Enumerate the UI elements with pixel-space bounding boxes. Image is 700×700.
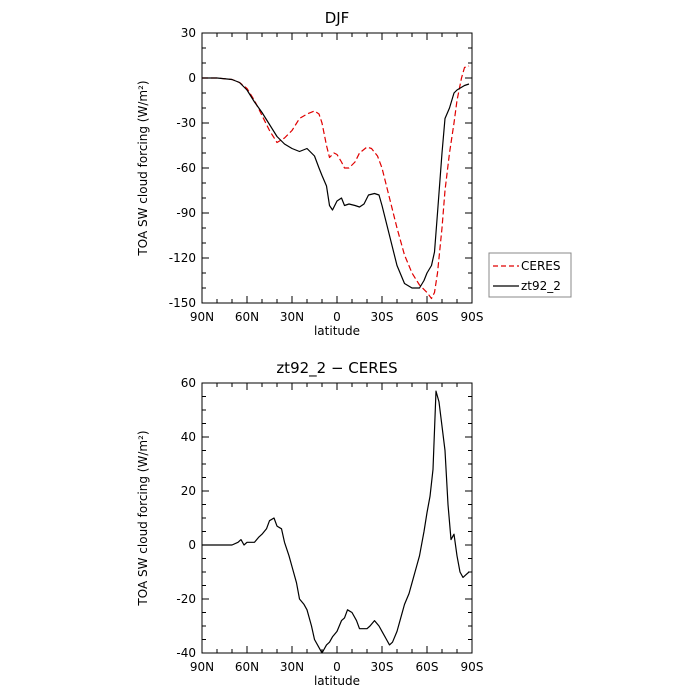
y-tick-label: -90 xyxy=(176,206,196,220)
x-axis-label: latitude xyxy=(314,674,360,688)
chart-title: DJF xyxy=(325,9,350,27)
x-tick-label: 60S xyxy=(416,310,439,324)
legend: CERES zt92_2 xyxy=(488,252,572,298)
plot-frame xyxy=(201,32,473,304)
y-tick-label: -120 xyxy=(169,251,196,265)
y-tick-label: 0 xyxy=(188,538,196,552)
y-tick-label: 0 xyxy=(188,71,196,85)
x-axis-label: latitude xyxy=(314,324,360,338)
chart-1: DJF 90N 60N 30N 0 30S 60S 90S 30 0 -30 -60 -90 -120 -1… xyxy=(136,9,572,338)
y-tick-label: 30 xyxy=(181,26,196,40)
x-tick-label: 60S xyxy=(416,660,439,674)
y-tick-label: -150 xyxy=(169,296,196,310)
chart-title: zt92_2 − CERES xyxy=(276,359,397,378)
y-tick-label: 60 xyxy=(181,376,196,390)
chart-2: zt92_2 − CERES 90N 60N 30N 0 30S 60S 90S 60 40 20 0… xyxy=(136,359,483,688)
y-tick-label: 20 xyxy=(181,484,196,498)
plot-frame xyxy=(201,382,473,654)
x-tick-label: 60N xyxy=(235,660,259,674)
y-tick-label: -30 xyxy=(176,116,196,130)
legend-label: zt92_2 xyxy=(521,279,561,293)
series-line-zt92-2 xyxy=(202,77,470,289)
x-tick-label: 90S xyxy=(461,660,484,674)
x-tick-label: 30N xyxy=(280,310,304,324)
x-tick-label: 30S xyxy=(371,310,394,324)
legend-label: CERES xyxy=(521,259,561,273)
y-tick-label: 40 xyxy=(181,430,196,444)
x-tick-label: 90S xyxy=(461,310,484,324)
legend-box xyxy=(488,252,572,298)
x-tick-label: 90N xyxy=(190,310,214,324)
y-tick-label: -60 xyxy=(176,161,196,175)
x-tick-label: 0 xyxy=(333,660,341,674)
y-axis-label: TOA SW cloud forcing (W/m²) xyxy=(136,80,150,256)
x-tick-label: 0 xyxy=(333,310,341,324)
y-axis-label: TOA SW cloud forcing (W/m²) xyxy=(136,430,150,606)
series-line-ceres xyxy=(202,65,470,300)
x-tick-label: 90N xyxy=(190,660,214,674)
x-tick-label: 30S xyxy=(371,660,394,674)
x-tick-label: 30N xyxy=(280,660,304,674)
y-tick-label: -40 xyxy=(176,646,196,660)
series-line-difference xyxy=(202,390,470,654)
x-tick-label: 60N xyxy=(235,310,259,324)
y-tick-label: -20 xyxy=(176,592,196,606)
